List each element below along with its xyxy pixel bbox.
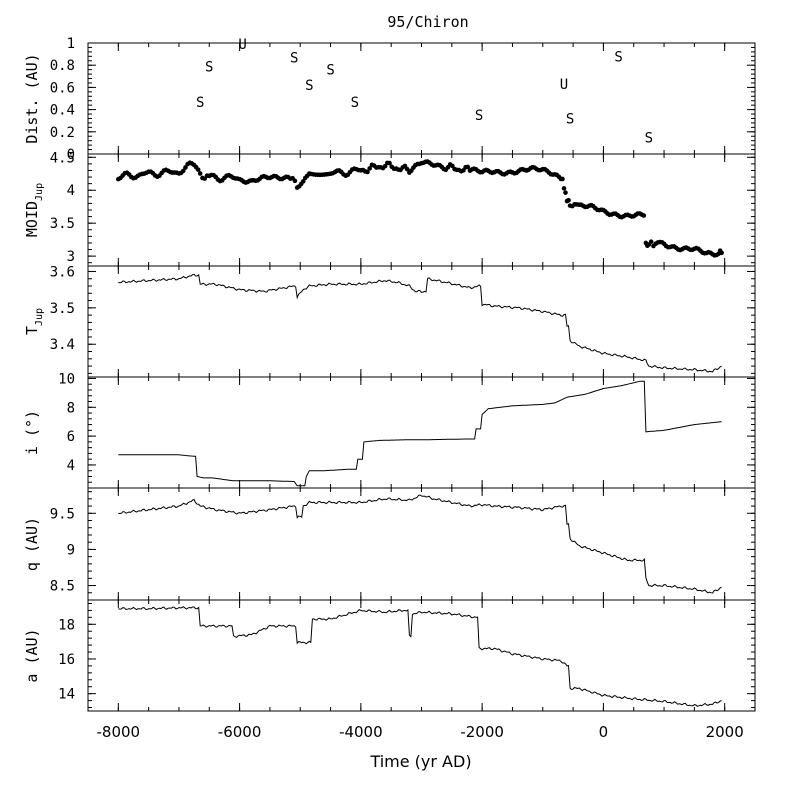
- data-point: [365, 169, 370, 175]
- x-tick-label: 0: [599, 723, 609, 741]
- data-point: [404, 166, 410, 172]
- panel-frame: [87, 487, 756, 601]
- panel-tjup: 3.4 3.5 3.6 TJup: [23, 264, 756, 378]
- panel-moid: 3 3.5 4 4.5 MOIDJup: [23, 150, 756, 267]
- y-tick-label: 10: [58, 371, 75, 387]
- x-tick-label: 2000: [706, 723, 744, 741]
- event-label: S: [196, 95, 204, 111]
- y-tick-label: 0.6: [50, 80, 75, 96]
- x-tick-label: -8000: [97, 723, 141, 741]
- panel-frame: [87, 376, 756, 489]
- data-point: [387, 160, 392, 166]
- data-point: [641, 213, 647, 218]
- data-point: [561, 186, 567, 191]
- data-point: [648, 239, 654, 245]
- data-point: [719, 250, 724, 256]
- x-tick-label: -6000: [218, 723, 262, 741]
- panel-frame: [87, 153, 756, 267]
- x-axis-label: Time (yr AD): [369, 752, 471, 771]
- y-axis-label-text: a (AU): [23, 628, 41, 682]
- y-axis-label-text: q (AU): [23, 517, 41, 571]
- x-tick-label: -2000: [460, 723, 504, 741]
- y-axis-label-text: T: [23, 326, 41, 335]
- data-point: [563, 190, 568, 195]
- y-tick-label: 0.2: [50, 125, 75, 141]
- event-label: S: [305, 78, 313, 94]
- y-tick-label: 4.5: [50, 150, 75, 166]
- chart-title: 95/Chiron: [387, 13, 468, 31]
- data-point: [367, 166, 372, 171]
- y-tick-label: 1: [67, 36, 75, 52]
- event-label: S: [290, 50, 298, 66]
- data-point: [566, 197, 571, 203]
- y-tick-label: 18: [58, 617, 75, 633]
- data-point: [195, 167, 201, 172]
- y-tick-label: 9.5: [50, 506, 75, 522]
- y-tick-label: 3.5: [50, 301, 75, 317]
- data-point: [197, 171, 203, 176]
- data-point: [465, 164, 471, 170]
- y-tick-label: 4: [67, 183, 75, 199]
- event-label: S: [326, 63, 334, 79]
- y-tick-label: 3.4: [50, 337, 75, 353]
- data-point: [382, 163, 388, 169]
- y-axis-label-subscript: Jup: [34, 183, 45, 201]
- y-tick-label: 8.5: [50, 579, 75, 595]
- y-tick-label: 4: [67, 458, 75, 474]
- panel-incl: 4 6 8 10 i (°): [23, 371, 756, 489]
- y-axis-label-text: i (°): [23, 410, 41, 455]
- series-line: [118, 273, 722, 373]
- y-tick-label: 0.4: [50, 103, 75, 119]
- panel-frame: [87, 599, 756, 712]
- y-tick-label: 3: [67, 249, 75, 265]
- y-tick-label: 3.5: [50, 216, 75, 232]
- y-tick-label: 16: [58, 652, 75, 668]
- event-label: S: [614, 49, 622, 65]
- data-point: [461, 168, 466, 173]
- y-axis-label: a (AU): [23, 628, 41, 682]
- panel-a: 14 16 18 a (AU) -8000 -6000 -4000 -2000 0 2000: [23, 599, 756, 741]
- y-tick-label: 3.6: [50, 264, 75, 280]
- y-tick-label: 14: [58, 687, 75, 703]
- y-axis-label: TJup: [23, 308, 45, 335]
- series-line: [118, 606, 722, 707]
- y-tick-label: 0: [67, 147, 75, 163]
- y-axis-label: i (°): [23, 410, 41, 455]
- y-tick-label: 6: [67, 429, 75, 445]
- panel-frame: [87, 265, 756, 378]
- x-tick-label: -4000: [339, 723, 383, 741]
- y-axis-label: Dist. (AU): [23, 53, 41, 143]
- y-tick-label: 0.8: [50, 58, 75, 74]
- data-point: [180, 168, 186, 174]
- event-label: S: [566, 111, 574, 127]
- event-label: S: [351, 95, 359, 111]
- y-axis-label-subscript: Jup: [34, 308, 45, 326]
- data-point: [450, 163, 455, 169]
- data-point: [300, 179, 306, 184]
- y-tick-label: 8: [67, 400, 75, 416]
- event-label: U: [560, 77, 568, 93]
- panel-q: 8.5 9 9.5 q (AU): [23, 487, 756, 601]
- y-axis-label-text: Dist. (AU): [23, 53, 41, 143]
- panel-frame: [87, 42, 756, 155]
- series-line: [118, 494, 722, 594]
- event-label: U: [238, 37, 246, 53]
- y-axis-label-text: MOID: [23, 201, 41, 237]
- data-point: [292, 178, 298, 184]
- event-label: S: [205, 59, 213, 75]
- data-point: [183, 165, 188, 170]
- y-tick-label: 9: [67, 542, 75, 558]
- series-line: [118, 380, 722, 487]
- y-axis-label: MOIDJup: [23, 183, 45, 237]
- y-axis-label: q (AU): [23, 517, 41, 571]
- event-label: S: [645, 130, 653, 146]
- data-point: [560, 176, 565, 182]
- event-label: S: [475, 108, 483, 124]
